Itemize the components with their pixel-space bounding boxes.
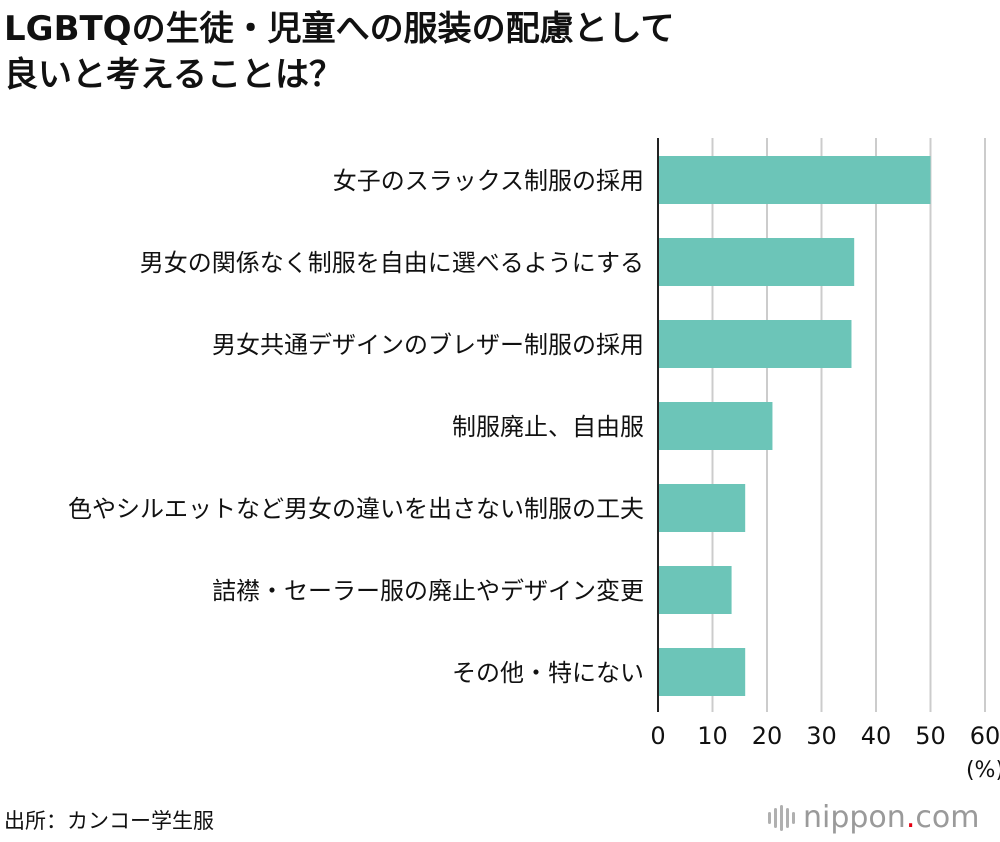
category-label-5: 色やシルエットなど男女の違いを出さない制服の工夫: [68, 495, 644, 523]
x-tick-label-50: 50: [915, 722, 946, 750]
x-tick-label-0: 0: [650, 722, 665, 750]
category-label-1: 女子のスラックス制服の採用: [333, 167, 644, 195]
nippon-logo-mark-icon: [768, 803, 795, 833]
x-tick-label-10: 10: [697, 722, 728, 750]
source-note: 出所：カンコー学生服: [4, 809, 214, 833]
x-tick-label-20: 20: [752, 722, 783, 750]
nippon-logo-text: nippon.com: [803, 800, 980, 835]
bar-7: [658, 648, 746, 696]
chart-title-line-1: LGBTQの生徒・児童への服装の配慮として: [4, 9, 675, 49]
bar-3: [658, 320, 852, 368]
category-label-3: 男女共通デザインのブレザー制服の採用: [212, 331, 644, 359]
category-label-2: 男女の関係なく制服を自由に選べるようにする: [140, 249, 644, 277]
x-tick-label-60: 60: [970, 722, 1000, 750]
x-tick-label-30: 30: [806, 722, 837, 750]
category-label-6: 詰襟・セーラー服の廃止やデザイン変更: [212, 577, 644, 605]
x-tick-label-40: 40: [861, 722, 892, 750]
nippon-logo: nippon.com: [768, 800, 979, 835]
chart-title-line-2: 良いと考えることは？: [4, 55, 343, 95]
bar-2: [658, 238, 855, 286]
chart-title: LGBTQの生徒・児童への服装の配慮として 良いと考えることは？: [4, 6, 904, 98]
category-label-7: その他・特にない: [452, 659, 644, 687]
bar-4: [658, 402, 773, 450]
bar-5: [658, 484, 746, 532]
x-unit-label: (%): [966, 758, 1000, 783]
category-label-4: 制服廃止、自由服: [452, 413, 644, 441]
bar-1: [658, 156, 931, 204]
bar-6: [658, 566, 732, 614]
